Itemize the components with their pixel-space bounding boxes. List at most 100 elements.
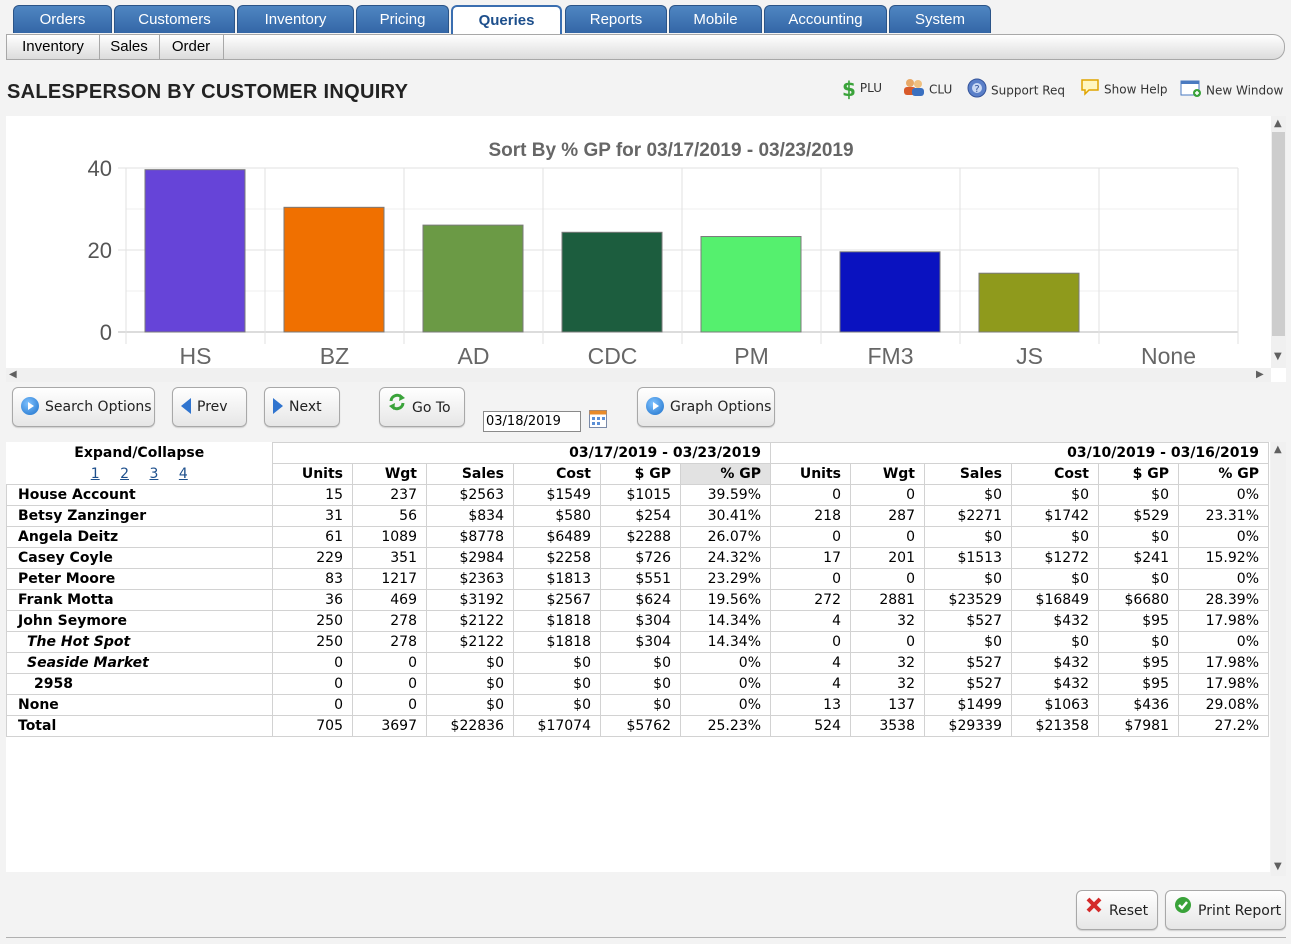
tab-queries[interactable]: Queries [451,5,562,35]
row-name[interactable]: John Seymore [6,610,273,632]
column-header-2-gp[interactable]: % GP [1178,463,1269,485]
table-vertical-scrollbar[interactable]: ▲ ▼ [1271,442,1286,876]
row-name[interactable]: Frank Motta [6,589,273,611]
tab-inventory[interactable]: Inventory [237,5,354,33]
table-cell: $1513 [924,547,1012,569]
column-header-2-sales[interactable]: Sales [924,463,1012,485]
chart-bar-hs[interactable] [144,169,246,333]
table-cell: $5762 [600,715,681,737]
expand-level-4-link[interactable]: 4 [178,465,188,482]
column-header-1-wgt[interactable]: Wgt [352,463,427,485]
row-name[interactable]: The Hot Spot [6,631,273,653]
column-header-2-cost[interactable]: Cost [1011,463,1099,485]
table-row[interactable]: Frank Motta 36 469 $3192 $2567 $624 19.56% 272 2… [6,589,1269,611]
column-header-1-units[interactable]: Units [272,463,353,485]
table-cell: $436 [1098,694,1179,716]
chart-bar-fm3[interactable] [839,251,941,333]
table-row[interactable]: Seaside Market 0 0 $0 $0 $0 0% 4 32 $527 $432 $95 17… [6,652,1269,674]
arrow-left-icon [181,398,191,414]
chart-scroll-thumb[interactable] [1272,132,1285,336]
table-cell: $0 [1098,568,1179,590]
table-cell: 237 [352,484,427,506]
chart-bar-cdc[interactable] [561,231,663,333]
scroll-left-icon[interactable]: ◀ [9,369,17,380]
table-row[interactable]: John Seymore 250 278 $2122 $1818 $304 14.34% 4 3… [6,610,1269,632]
column-header-2-units[interactable]: Units [770,463,851,485]
subtab-sales[interactable]: Sales [99,35,160,59]
table-row[interactable]: None 0 0 $0 $0 $0 0% 13 137 $1499 $1063 $436 29.08% [6,694,1269,716]
table-cell: $0 [513,673,601,695]
table-row[interactable]: Total 705 3697 $22836 $17074 $5762 25.23% 524 35… [6,715,1269,737]
subtab-order[interactable]: Order [159,35,224,59]
table-row[interactable]: The Hot Spot 250 278 $2122 $1818 $304 14.34% 0 0… [6,631,1269,653]
column-header-1-gp[interactable]: $ GP [600,463,681,485]
table-cell: $1742 [1011,505,1099,527]
scroll-down-icon[interactable]: ▼ [1274,861,1282,872]
table-row[interactable]: 2958 0 0 $0 $0 $0 0% 4 32 $527 $432 $95 17.98% [6,673,1269,695]
column-header-2-gp[interactable]: $ GP [1098,463,1179,485]
go-to-button[interactable]: Go To [379,387,465,427]
table-row[interactable]: House Account 15 237 $2563 $1549 $1015 39.59% 0… [6,484,1269,506]
search-options-button[interactable]: Search Options [12,387,155,427]
clu-label: CLU [929,82,953,97]
table-cell: 0 [352,694,427,716]
expand-level-3-link[interactable]: 3 [149,465,159,482]
row-name[interactable]: Angela Deitz [6,526,273,548]
chart-vertical-scrollbar[interactable]: ▲ ▼ [1271,116,1286,368]
row-name[interactable]: Total [6,715,273,737]
support-request-link[interactable]: ? Support Req [967,78,1065,98]
tab-pricing[interactable]: Pricing [356,5,449,33]
table-cell: $527 [924,652,1012,674]
chart-horizontal-scrollbar[interactable]: ◀ ▶ [6,368,1271,382]
table-cell: $0 [426,673,514,695]
table-cell: 32 [850,673,925,695]
next-button[interactable]: Next [264,387,340,427]
scroll-up-icon[interactable]: ▲ [1274,118,1282,129]
date-input[interactable] [483,411,581,432]
row-name[interactable]: Betsy Zanzinger [6,505,273,527]
next-label: Next [289,399,322,415]
tab-orders[interactable]: Orders [13,5,112,33]
row-name[interactable]: Casey Coyle [6,547,273,569]
clu-link[interactable]: CLU [903,78,952,98]
tab-customers[interactable]: Customers [114,5,235,33]
row-name[interactable]: House Account [6,484,273,506]
row-name[interactable]: None [6,694,273,716]
tab-system[interactable]: System [889,5,991,33]
table-row[interactable]: Casey Coyle 229 351 $2984 $2258 $726 24.32% 17 2… [6,547,1269,569]
row-name[interactable]: Seaside Market [6,652,273,674]
column-header-1-gp[interactable]: % GP [680,463,771,485]
column-header-1-sales[interactable]: Sales [426,463,514,485]
expand-level-2-link[interactable]: 2 [120,465,130,482]
prev-button[interactable]: Prev [172,387,247,427]
chart-bar-pm[interactable] [700,236,802,333]
x-tick-label: BZ [320,343,349,368]
plu-link[interactable]: $ PLU [842,78,882,99]
table-cell: 0% [680,652,771,674]
chart-bar-bz[interactable] [283,206,385,333]
show-help-link[interactable]: Show Help [1080,78,1168,98]
table-row[interactable]: Betsy Zanzinger 31 56 $834 $580 $254 30.41% 218… [6,505,1269,527]
table-cell: $1813 [513,568,601,590]
expand-level-1-link[interactable]: 1 [90,465,100,482]
scroll-up-icon[interactable]: ▲ [1274,444,1282,455]
tab-accounting[interactable]: Accounting [764,5,887,33]
table-row[interactable]: Angela Deitz 61 1089 $8778 $6489 $2288 26.07% 0… [6,526,1269,548]
chart-bar-ad[interactable] [422,224,524,333]
graph-options-button[interactable]: Graph Options [637,387,775,427]
subtab-inventory[interactable]: Inventory [7,35,100,59]
print-report-button[interactable]: Print Report [1165,890,1286,930]
row-name[interactable]: Peter Moore [6,568,273,590]
scroll-down-icon[interactable]: ▼ [1274,351,1282,362]
row-name[interactable]: 2958 [6,673,273,695]
scroll-right-icon[interactable]: ▶ [1256,369,1264,380]
table-row[interactable]: Peter Moore 83 1217 $2363 $1813 $551 23.29% 0 0 $… [6,568,1269,590]
chart-bar-js[interactable] [978,272,1080,333]
tab-mobile[interactable]: Mobile [669,5,762,33]
column-header-1-cost[interactable]: Cost [513,463,601,485]
calendar-icon[interactable] [589,410,607,428]
new-window-link[interactable]: New Window [1180,78,1283,98]
tab-reports[interactable]: Reports [565,5,667,33]
column-header-2-wgt[interactable]: Wgt [850,463,925,485]
reset-button[interactable]: Reset [1076,890,1158,930]
